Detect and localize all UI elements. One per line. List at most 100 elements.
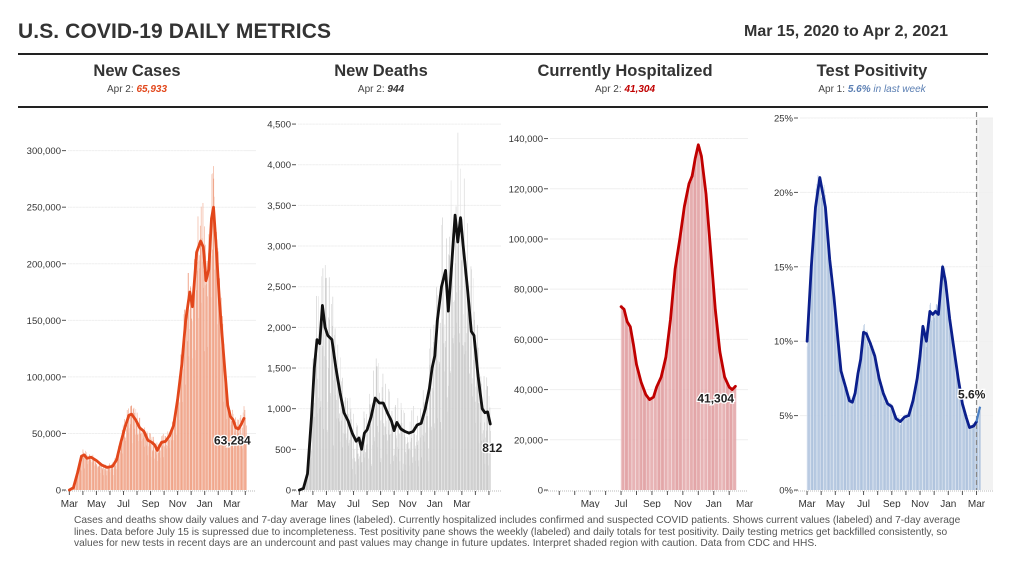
- daily-bar: [978, 413, 980, 490]
- daily-bar: [853, 397, 855, 490]
- daily-bar: [210, 247, 211, 490]
- daily-bar: [849, 401, 850, 490]
- daily-bar: [373, 370, 374, 490]
- daily-bar: [858, 365, 860, 490]
- y-tick-label: 40,000: [514, 385, 543, 396]
- daily-bar: [443, 343, 445, 490]
- daily-bar: [416, 444, 418, 490]
- daily-bar: [897, 416, 898, 490]
- daily-bar: [79, 465, 81, 490]
- daily-bar: [126, 410, 128, 490]
- daily-bar: [841, 374, 842, 490]
- daily-bar: [816, 183, 817, 490]
- daily-bar: [735, 385, 736, 490]
- daily-bar: [462, 345, 464, 490]
- daily-bar: [874, 352, 876, 490]
- daily-bar: [664, 360, 666, 490]
- daily-bar: [627, 319, 629, 490]
- daily-bar: [408, 448, 410, 490]
- daily-bar: [171, 430, 173, 490]
- daily-bar: [162, 435, 164, 490]
- daily-bar: [953, 344, 955, 490]
- daily-bar: [382, 398, 383, 490]
- daily-bar: [391, 434, 392, 490]
- daily-bar: [621, 304, 622, 490]
- daily-bar: [334, 334, 335, 490]
- daily-bar: [467, 223, 468, 490]
- daily-bar: [114, 458, 116, 490]
- daily-bar: [873, 349, 874, 490]
- daily-bar: [174, 420, 176, 490]
- daily-bar: [477, 349, 479, 490]
- daily-bar: [127, 419, 129, 490]
- daily-bar: [434, 428, 435, 490]
- daily-bar: [472, 396, 473, 490]
- daily-bar: [631, 330, 632, 490]
- daily-bar: [454, 263, 456, 490]
- daily-bar: [147, 433, 148, 490]
- daily-bar: [639, 375, 640, 490]
- daily-bar: [193, 295, 194, 490]
- daily-bar: [213, 166, 214, 490]
- subtitle-value: 41,304: [624, 84, 656, 95]
- daily-bar: [705, 194, 706, 490]
- daily-bar: [391, 410, 393, 490]
- daily-bar: [84, 455, 85, 490]
- daily-bar: [127, 425, 128, 490]
- daily-bar: [857, 373, 859, 490]
- y-tick-label: 60,000: [514, 335, 543, 346]
- daily-bar: [859, 361, 860, 490]
- daily-bar: [340, 425, 342, 490]
- daily-bar: [679, 243, 681, 490]
- daily-bar: [966, 422, 968, 490]
- daily-bar: [471, 383, 473, 490]
- daily-bar: [158, 447, 160, 490]
- daily-bar: [93, 459, 95, 490]
- daily-bar: [931, 321, 932, 490]
- daily-bar: [83, 457, 85, 490]
- daily-bar: [892, 408, 894, 490]
- daily-bar: [215, 259, 217, 490]
- daily-bar: [918, 360, 919, 490]
- daily-bar: [120, 452, 121, 490]
- daily-bar: [973, 423, 975, 490]
- daily-bar: [831, 274, 832, 490]
- daily-bar: [858, 370, 859, 490]
- daily-bar: [197, 262, 198, 490]
- daily-bar: [80, 461, 82, 490]
- daily-bar: [423, 402, 425, 490]
- daily-bar: [209, 241, 211, 490]
- daily-bar: [672, 292, 674, 490]
- daily-bar: [386, 454, 388, 490]
- daily-bar: [168, 434, 169, 490]
- daily-bar: [211, 255, 213, 490]
- daily-bar: [351, 419, 352, 490]
- daily-bar: [218, 251, 219, 490]
- daily-bar: [332, 325, 333, 490]
- daily-bar: [971, 426, 972, 490]
- daily-bar: [684, 204, 685, 490]
- daily-bar: [637, 368, 638, 490]
- daily-bar: [321, 348, 323, 490]
- daily-bar: [133, 409, 134, 490]
- daily-bar: [110, 466, 112, 490]
- daily-bar: [80, 458, 82, 490]
- daily-bar: [954, 359, 955, 490]
- daily-bar: [937, 310, 938, 490]
- y-tick-label: 3,000: [267, 242, 291, 253]
- daily-bar: [654, 394, 655, 490]
- daily-bar: [347, 398, 349, 490]
- daily-bar: [124, 436, 126, 490]
- x-tick-label: Jan: [706, 499, 722, 508]
- daily-bar: [195, 290, 197, 490]
- daily-bar: [890, 409, 892, 490]
- subtitle-value: 65,933: [136, 84, 168, 95]
- y-tick-label: 4,500: [267, 120, 291, 131]
- daily-bar: [82, 456, 83, 490]
- daily-bar: [478, 403, 479, 490]
- daily-bar: [448, 385, 450, 490]
- daily-bar: [376, 366, 378, 490]
- daily-bar: [883, 394, 885, 490]
- daily-bar: [83, 452, 84, 490]
- daily-bar: [832, 282, 833, 490]
